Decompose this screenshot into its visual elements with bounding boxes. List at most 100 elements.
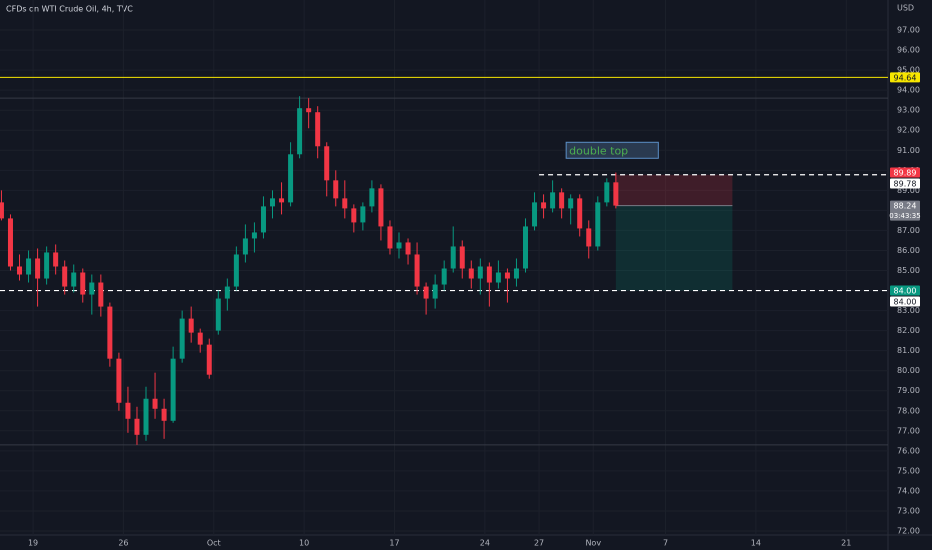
candle-body [568,198,574,209]
y-tick-label: 76.00 [897,446,920,455]
candle-body [369,188,375,207]
currency-label: USD [897,4,914,13]
candle-body [297,108,303,155]
y-tick-label: 97.00 [897,26,920,35]
y-tick-label: 95.00 [897,66,920,75]
price-badge [890,167,920,178]
countdown-label: 03:43:35 [889,212,920,220]
candle-body [405,242,411,255]
candle-body [53,252,59,267]
candle-body [288,154,294,203]
candle-body [378,188,384,227]
x-tick-label: 26 [118,539,128,548]
price-badge [890,296,920,307]
x-tick-label: 21 [841,539,851,548]
y-tick-label: 86.00 [897,246,920,255]
candle-body [595,202,601,247]
x-tick-label: 10 [299,539,309,548]
y-tick-label: 72.00 [897,526,920,535]
y-tick-label: 96.00 [897,46,920,55]
candle-body [360,206,366,223]
candle-body [468,268,474,279]
y-tick-label: 87.00 [897,226,920,235]
candle-body [26,258,32,275]
y-tick-label: 89.00 [897,186,920,195]
candle-body [423,286,429,299]
candle-body [604,182,610,203]
y-tick-label: 73.00 [897,506,920,515]
price-badge [890,72,920,83]
price-badge-label: 88.24 [894,202,917,211]
price-badge-label: 89.89 [894,169,917,178]
candle-body [577,198,583,229]
candle-body [224,286,230,299]
price-badge-label: 89.78 [894,180,917,189]
candle-body [432,284,438,299]
candle-body [586,228,592,247]
candle-body [134,418,140,435]
candle-body [125,402,131,419]
candle-body [342,198,348,209]
y-tick-label: 79.00 [897,386,920,395]
candle-body [242,238,248,255]
x-tick-label: 27 [534,539,544,548]
candle-body [0,202,4,219]
candle-body [306,108,312,113]
candle-body [387,226,393,249]
x-tick-label: Oct [207,539,221,548]
candle-body [477,266,483,279]
candle-body [62,266,68,287]
candle-body [351,208,357,223]
candle-body [522,226,528,269]
price-badge [890,200,920,221]
candle-body [414,254,420,287]
y-tick-label: 78.00 [897,406,920,415]
candle-body [324,146,330,181]
candle-body [179,318,185,359]
y-tick-label: 80.00 [897,366,920,375]
candle-body [215,298,221,331]
candle-body [450,246,456,269]
candle-body [486,266,492,283]
x-tick-label: 24 [480,539,490,548]
chart-title: CFDs on WTI Crude Oil, 4h, TVC [6,5,133,14]
candle-body [459,246,465,269]
candle-body [170,358,176,421]
candle-body [279,198,285,203]
candle-body [35,258,41,279]
annotation-box [565,141,659,159]
candle-body [550,192,556,209]
candle-body [7,218,13,267]
y-tick-label: 77.00 [897,426,920,435]
candle-body [206,344,212,375]
candle-body [504,272,510,279]
x-tick-label: 14 [751,539,761,548]
candle-body [333,180,339,199]
candle-body [161,408,167,421]
candle-body [143,398,149,435]
candle-body [513,268,519,279]
y-tick-label: 82.00 [897,326,920,335]
x-tick-label: 17 [389,539,399,548]
price-badge-label: 84.00 [894,298,917,307]
candle-body [441,268,447,285]
candle-body [541,202,547,209]
y-tick-label: 85.00 [897,266,920,275]
x-tick-label: 7 [663,539,668,548]
candle-body [532,202,538,227]
candle-body [233,254,239,287]
candle-body [80,272,86,295]
y-tick-label: 83.00 [897,306,920,315]
candle-body [251,232,257,239]
candle-body [270,198,276,207]
candle-body [559,192,565,209]
candle-body [89,282,95,295]
candle-body [107,306,113,359]
y-tick-label: 75.00 [897,466,920,475]
y-tick-label: 92.00 [897,126,920,135]
price-badge-label: 84.00 [894,287,917,296]
candle-body [495,272,501,283]
candle-body [17,266,23,275]
